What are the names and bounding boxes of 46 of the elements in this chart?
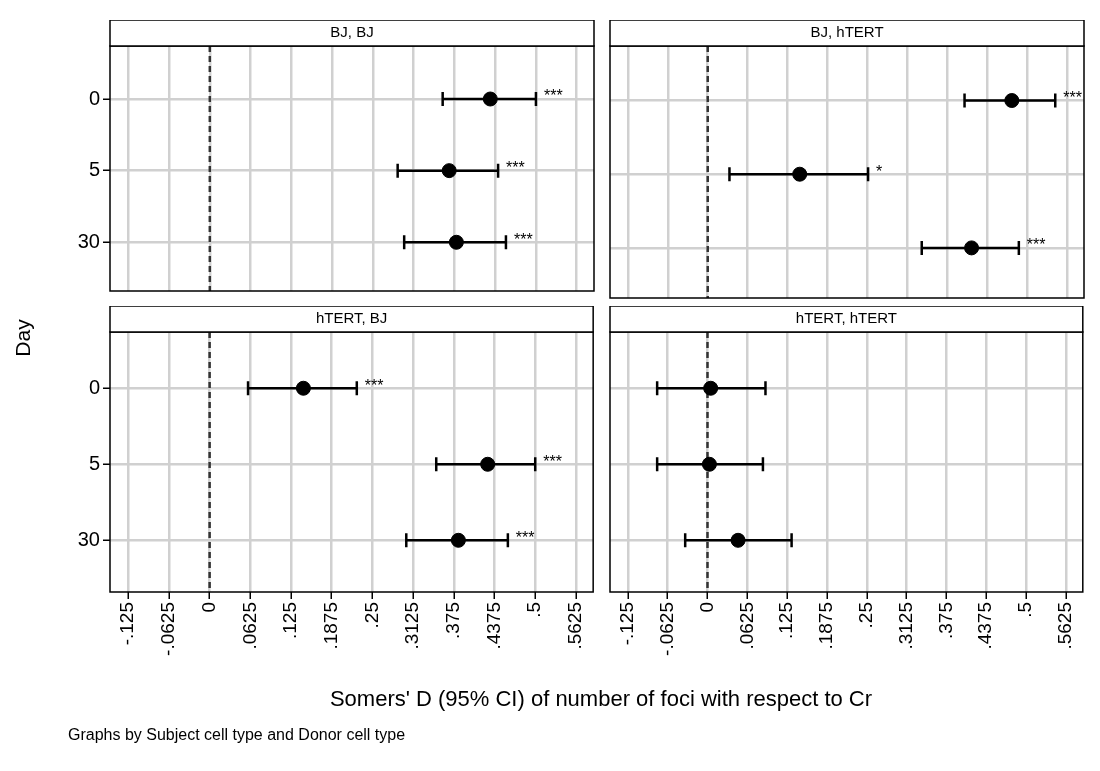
- chart-title: hTERT, BJ: [315, 309, 388, 327]
- y-tick-label: 5: [88, 158, 100, 181]
- y-tick-label: 30: [77, 527, 100, 550]
- y-tick-label: 0: [88, 375, 100, 398]
- x-tick-label: .375: [934, 602, 956, 639]
- chart-title: BJ, hTERT: [810, 23, 884, 41]
- annotation: ***: [543, 87, 563, 105]
- x-tick-label: 0: [197, 602, 219, 613]
- annotation: ***: [513, 230, 533, 248]
- annotation: ***: [364, 376, 384, 394]
- x-tick-label: .25: [360, 602, 382, 629]
- y-tick-label: 5: [88, 451, 100, 474]
- x-tick-label: .5625: [1054, 602, 1076, 650]
- y-tick-label: 0: [88, 86, 100, 109]
- x-tick-label: .1875: [319, 602, 341, 650]
- x-tick-label: .5625: [564, 602, 586, 650]
- x-tick-label: -.0625: [655, 602, 677, 656]
- x-tick-label: .3125: [894, 602, 916, 650]
- chart-title: hTERT, hTERT: [795, 309, 897, 327]
- x-tick-label: -.125: [616, 602, 638, 646]
- text: Graphs by Subject cell type and Donor cell type: [68, 726, 406, 744]
- x-tick-label: .375: [442, 602, 464, 639]
- x-tick-label: .0625: [735, 602, 757, 650]
- x-tick-label: .125: [775, 602, 797, 639]
- annotation: ***: [543, 452, 562, 470]
- annotation: ***: [1063, 88, 1082, 106]
- x-tick-label: .3125: [401, 602, 423, 650]
- x-tick-label: .125: [279, 602, 301, 639]
- x-tick-label: .5: [1014, 602, 1036, 618]
- annotation: ***: [1026, 236, 1046, 254]
- x-tick-label: .1875: [815, 602, 837, 650]
- annotation: ***: [506, 159, 525, 177]
- x-axis-title: Somers' D (95% CI) of number of foci with respect to Cr: [328, 686, 874, 712]
- x-tick-label: 0: [695, 602, 717, 613]
- annotation: ***: [515, 528, 535, 546]
- y-axis-title: Day: [11, 318, 35, 359]
- x-tick-label: .4375: [482, 602, 504, 650]
- x-tick-label: .0625: [238, 602, 260, 650]
- x-tick-label: .5: [523, 602, 545, 618]
- chart-title: BJ, BJ: [330, 23, 374, 41]
- x-tick-label: -.125: [116, 602, 138, 646]
- x-tick-label: .25: [855, 602, 877, 629]
- annotation: *: [876, 162, 883, 180]
- x-tick-label: .4375: [974, 602, 996, 650]
- x-tick-label: -.0625: [157, 602, 179, 656]
- y-tick-label: 30: [77, 229, 100, 252]
